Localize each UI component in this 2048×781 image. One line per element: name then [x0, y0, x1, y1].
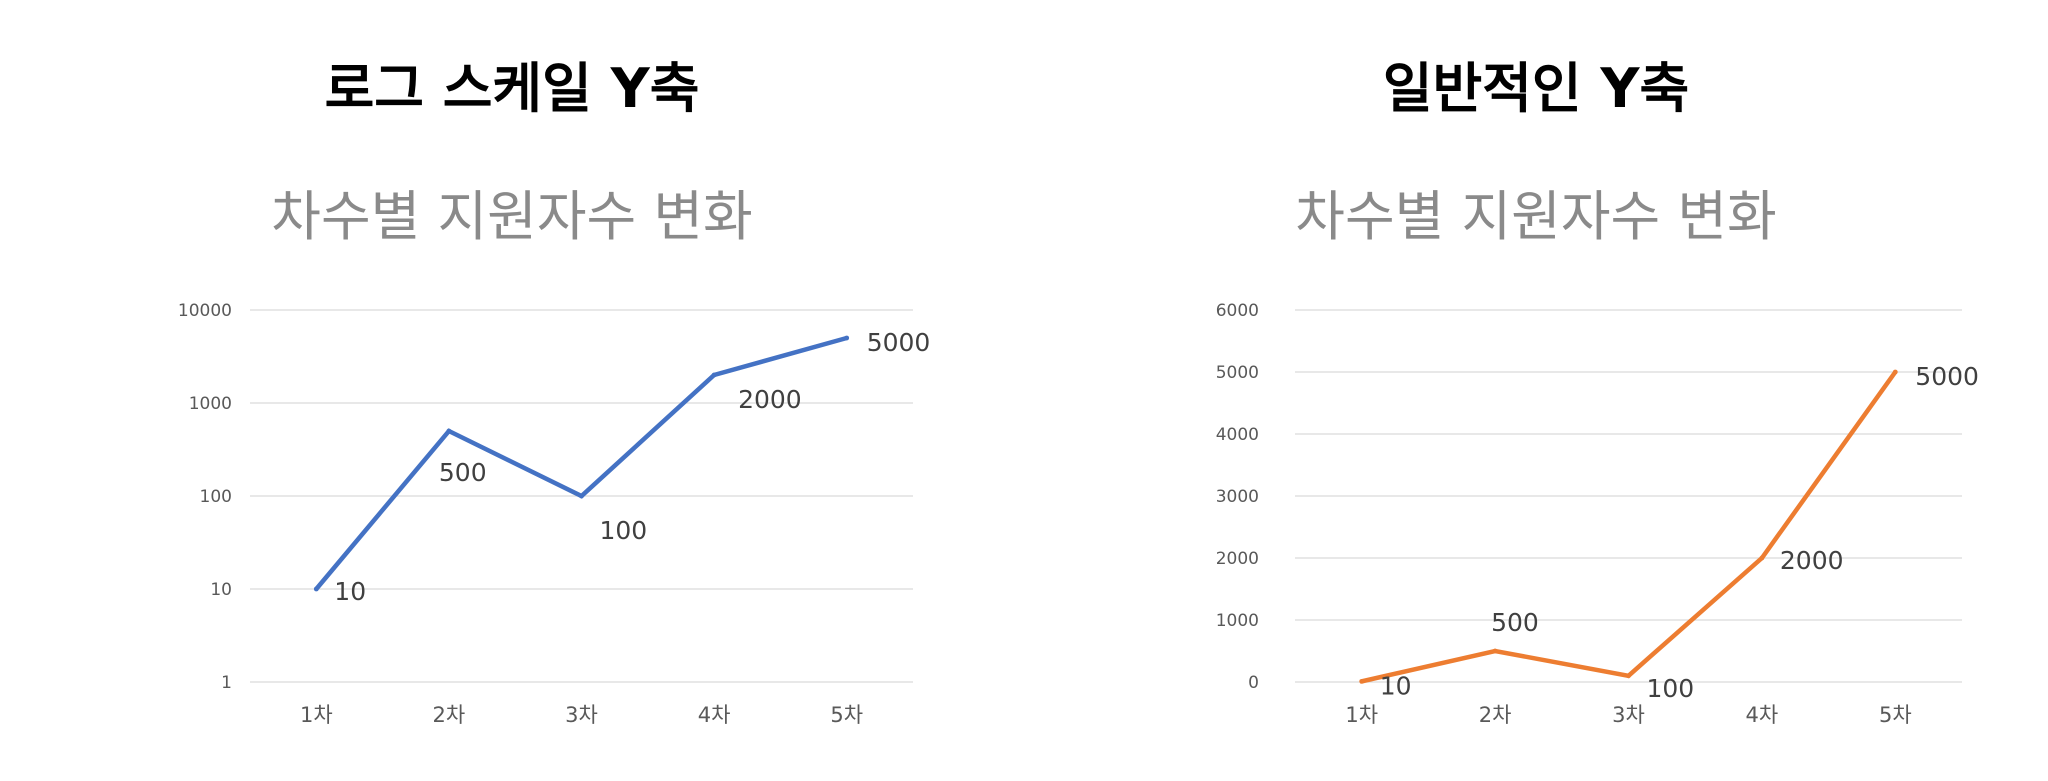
series-line: [314, 335, 848, 591]
y-tick-label: 10000: [178, 301, 232, 321]
data-point: [1759, 555, 1765, 561]
chart-title: 차수별 지원자수 변화: [1295, 185, 1777, 248]
y-tick-label: 2000: [1216, 549, 1259, 569]
x-tick-label: 1차: [300, 703, 333, 727]
y-tick-label: 10: [210, 580, 232, 600]
data-label: 10: [1380, 671, 1412, 700]
data-label: 5000: [1915, 362, 1979, 391]
x-tick-label: 3차: [565, 703, 598, 727]
data-label: 2000: [738, 385, 802, 414]
x-tick-label: 5차: [830, 703, 863, 727]
data-point: [446, 428, 452, 434]
panel-heading: 일반적인 Y축: [1382, 57, 1690, 120]
data-point: [1359, 678, 1365, 684]
x-tick-label: 4차: [698, 703, 731, 727]
y-tick-label: 1000: [1216, 611, 1259, 631]
data-point: [313, 586, 319, 592]
y-tick-label: 4000: [1216, 425, 1259, 445]
x-tick-label: 2차: [433, 703, 466, 727]
y-tick-label: 1: [221, 673, 232, 693]
x-tick-label: 5차: [1879, 703, 1912, 727]
data-label: 500: [1491, 608, 1539, 637]
data-point: [711, 372, 717, 378]
data-label: 100: [1647, 674, 1695, 703]
data-point: [1492, 648, 1498, 654]
series-line: [1361, 370, 1898, 684]
data-label: 10: [334, 577, 366, 606]
x-tick-label: 3차: [1612, 703, 1645, 727]
data-label: 500: [439, 458, 487, 487]
data-label: 5000: [867, 328, 931, 357]
chart-title: 차수별 지원자수 변화: [271, 185, 753, 248]
data-point: [844, 335, 850, 341]
data-point: [579, 493, 584, 499]
data-point: [1892, 369, 1898, 375]
data-point: [1626, 673, 1631, 679]
panel-heading: 로그 스케일 Y축: [324, 57, 700, 120]
y-tick-label: 0: [1248, 673, 1259, 693]
x-tick-label: 4차: [1746, 703, 1779, 727]
x-tick-label: 2차: [1479, 703, 1512, 727]
data-label: 2000: [1780, 546, 1844, 575]
y-tick-label: 5000: [1216, 363, 1259, 383]
y-tick-label: 1000: [189, 394, 232, 414]
log-scale-panel: 로그 스케일 Y축 차수별 지원자수 변화: [271, 57, 753, 248]
data-label: 100: [600, 516, 648, 545]
linear-scale-panel: 일반적인 Y축 차수별 지원자수 변화: [1024, 0, 2048, 781]
y-tick-label: 6000: [1216, 301, 1259, 321]
y-tick-label: 100: [200, 487, 232, 507]
log-line-chart: 1 10 100 1000 10000 1차 2차 3차 4차 5차 10 500 100 2000 500…: [178, 301, 931, 727]
x-tick-label: 1차: [1345, 703, 1378, 727]
linear-line-chart: 0 1000 2000 3000 4000 5000 6000 1차 2차 3차 4차 5차 10 500…: [1216, 301, 1979, 727]
y-tick-label: 3000: [1216, 487, 1259, 507]
